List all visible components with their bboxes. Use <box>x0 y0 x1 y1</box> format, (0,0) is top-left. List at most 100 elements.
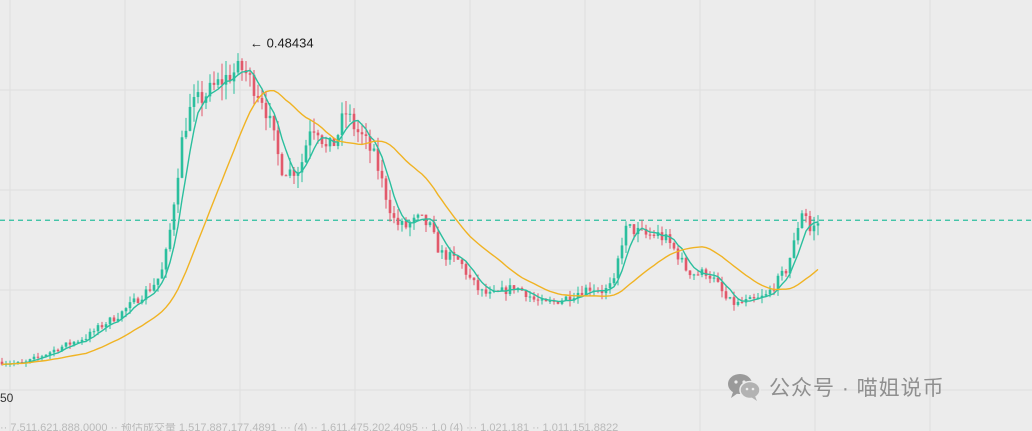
candle-body <box>160 269 164 279</box>
candle-body <box>324 144 328 147</box>
candle-body <box>96 325 100 332</box>
candle-body <box>360 132 364 135</box>
candle <box>80 337 84 345</box>
candle <box>716 272 720 283</box>
candle <box>284 174 288 177</box>
candle-body <box>312 131 316 133</box>
candle <box>580 285 584 297</box>
candles <box>0 53 820 367</box>
candle-body <box>688 270 692 276</box>
candle <box>444 247 448 266</box>
candle-body <box>404 220 408 228</box>
candle <box>436 226 440 253</box>
candle <box>508 278 512 297</box>
candle <box>760 289 764 304</box>
candle-body <box>356 129 360 133</box>
candle <box>356 121 360 143</box>
candle <box>132 293 136 304</box>
candle-body <box>112 317 116 322</box>
candle-body <box>380 170 384 179</box>
candle-body <box>760 295 764 298</box>
candle-body <box>252 74 256 96</box>
candle <box>524 289 528 302</box>
candle <box>628 223 632 229</box>
candle <box>100 321 104 330</box>
candle-body <box>396 217 400 225</box>
candle-body <box>564 296 568 301</box>
candle <box>192 84 196 122</box>
candle-body <box>684 257 688 271</box>
candle-body <box>392 213 396 218</box>
candle-body <box>652 234 656 236</box>
candle-body <box>424 214 428 226</box>
candle-body <box>428 222 432 226</box>
candle <box>160 262 164 279</box>
candle-body <box>120 311 124 319</box>
candle-body <box>440 250 444 253</box>
candle <box>696 270 700 276</box>
candle-body <box>400 220 404 225</box>
candle <box>380 159 384 188</box>
peak-annotation: ← 0.48434 <box>250 35 314 50</box>
candle-body <box>208 82 212 97</box>
candle <box>804 208 808 223</box>
candle <box>88 328 92 343</box>
candle-body <box>472 277 476 281</box>
candle <box>364 123 368 150</box>
candle-body <box>372 148 376 151</box>
candle-body <box>608 283 612 289</box>
candle-body <box>816 223 820 226</box>
candle-body <box>384 178 388 200</box>
candle-body <box>288 169 292 176</box>
candle-body <box>116 318 120 322</box>
candle-body <box>712 277 716 279</box>
candle <box>472 277 476 286</box>
candle-body <box>124 308 128 312</box>
candle <box>416 213 420 221</box>
candle-body <box>532 296 536 300</box>
candle-body <box>692 274 696 276</box>
candle-body <box>180 137 184 178</box>
candle-body <box>568 296 572 301</box>
candle-body <box>16 362 20 364</box>
candle <box>756 292 760 299</box>
candle <box>784 268 788 277</box>
candle-body <box>412 217 416 224</box>
candle-body <box>476 280 480 291</box>
candle-body <box>292 169 296 176</box>
candle-body <box>796 228 800 241</box>
candle-body <box>756 297 760 299</box>
candle-body <box>812 225 816 232</box>
candle <box>656 224 660 239</box>
candle-body <box>388 199 392 214</box>
candle <box>184 117 188 140</box>
candle-body <box>556 301 560 304</box>
candle <box>304 139 308 163</box>
candle <box>680 252 684 263</box>
candle <box>572 292 576 303</box>
ma-long-line <box>1 90 819 366</box>
candle-body <box>52 349 56 353</box>
candle-body <box>512 285 516 291</box>
candle-body <box>32 356 36 360</box>
candle-body <box>772 289 776 291</box>
candle <box>612 273 616 286</box>
candle <box>588 282 592 297</box>
candle <box>340 102 344 146</box>
candle-body <box>236 60 240 73</box>
candle <box>376 137 380 180</box>
candle <box>172 202 176 236</box>
candle-body <box>808 216 812 232</box>
candle-body <box>228 74 232 82</box>
candle-body <box>60 346 64 352</box>
candle <box>688 270 692 279</box>
candle <box>324 136 328 153</box>
candle-body <box>344 113 348 115</box>
candle-body <box>536 299 540 301</box>
candle <box>736 298 740 307</box>
candle-body <box>780 270 784 276</box>
candle-body <box>468 274 472 278</box>
candle-body <box>724 291 728 299</box>
candle-body <box>448 252 452 260</box>
